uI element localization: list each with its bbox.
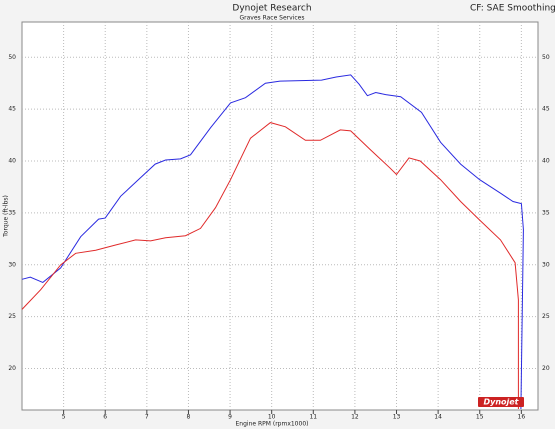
plot-area xyxy=(21,21,539,411)
x-tick-label: 15 xyxy=(476,414,484,421)
corner-text: CF: SAE Smoothing: 5 xyxy=(470,4,555,14)
x-tick-label: 16 xyxy=(518,414,526,421)
y2-tick-label: 25 xyxy=(542,313,550,320)
x-tick-label: 8 xyxy=(187,414,191,421)
x-axis-label: Engine RPM (rpmx1000) xyxy=(236,421,309,428)
y-tick-label: 40 xyxy=(8,158,16,165)
y-tick-label: 25 xyxy=(8,313,16,320)
y2-tick-label: 30 xyxy=(542,261,550,268)
y2-tick-label: 40 xyxy=(542,158,550,165)
y-tick-label: 50 xyxy=(8,54,16,61)
x-tick-label: 13 xyxy=(393,414,401,421)
y2-tick-label: 45 xyxy=(542,106,550,113)
y-tick-label: 35 xyxy=(8,209,16,216)
chart-title: Dynojet Research xyxy=(232,4,311,14)
x-tick-label: 10 xyxy=(268,414,276,421)
x-tick-label: 5 xyxy=(62,414,66,421)
x-tick-label: 9 xyxy=(228,414,232,421)
logo: Dynojet xyxy=(483,398,519,407)
torque-line xyxy=(21,74,524,410)
x-tick-label: 11 xyxy=(309,414,317,421)
x-tick-label: 12 xyxy=(351,414,359,421)
y-tick-label: 20 xyxy=(8,365,16,372)
x-tick-label: 6 xyxy=(103,414,107,421)
torque-line xyxy=(21,122,519,409)
chart-subtitle: Graves Race Services xyxy=(240,15,305,22)
y-tick-label: 45 xyxy=(8,106,16,113)
y2-tick-label: 50 xyxy=(542,54,550,61)
y-axis-label: Torque (ft-lbs) xyxy=(3,195,10,238)
logo-box xyxy=(478,397,524,407)
y2-tick-label: 35 xyxy=(542,209,550,216)
x-tick-label: 7 xyxy=(145,414,149,421)
y2-tick-label: 20 xyxy=(542,365,550,372)
x-tick-label: 14 xyxy=(434,414,442,421)
y-tick-label: 30 xyxy=(8,261,16,268)
